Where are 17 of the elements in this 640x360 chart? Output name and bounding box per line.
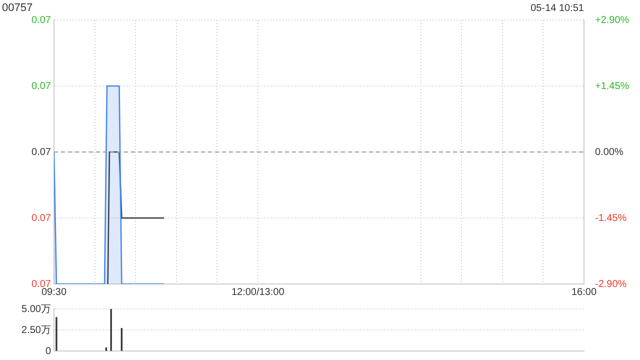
y-tick-label: 0.07 xyxy=(32,146,52,158)
x-tick-label: 12:00/13:00 xyxy=(231,286,285,298)
y-tick-label: 5.00万 xyxy=(22,304,51,315)
y-tick-label: 0.07 xyxy=(32,212,52,224)
y-tick-label: 0.07 xyxy=(32,80,52,92)
y-tick-label: 2.50万 xyxy=(22,324,51,336)
y2-tick-label: -2.90% xyxy=(595,278,627,290)
y2-tick-label: 0.00% xyxy=(595,146,624,158)
y2-tick-label: +2.90% xyxy=(595,14,630,26)
x-tick-label: 09:30 xyxy=(41,286,67,298)
x-tick-label: 16:00 xyxy=(571,286,597,298)
y-tick-label: 0.07 xyxy=(32,14,52,26)
y2-tick-label: -1.45% xyxy=(595,212,627,224)
text: 05-14 10:51 xyxy=(530,3,584,14)
y-tick-label: 0 xyxy=(45,346,52,357)
y2-tick-label: +1.45% xyxy=(595,80,630,92)
chart-title: 00757 xyxy=(2,2,33,14)
